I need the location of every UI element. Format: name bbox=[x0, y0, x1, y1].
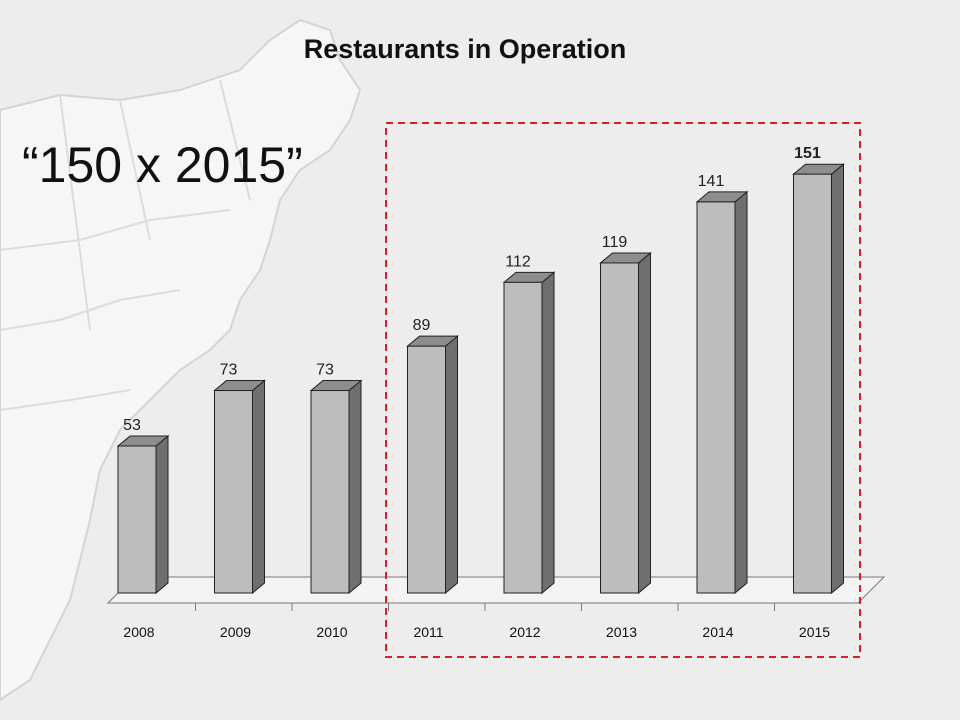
bar-2013 bbox=[599, 251, 652, 595]
data-label-2015: 151 bbox=[794, 145, 821, 162]
bar-side bbox=[541, 271, 555, 595]
bar-front bbox=[503, 281, 543, 594]
data-label-2014: 141 bbox=[698, 173, 725, 190]
bar-2012 bbox=[502, 271, 556, 595]
bar-front bbox=[214, 390, 253, 594]
chart-title: Restaurants in Operation bbox=[303, 34, 627, 64]
bars bbox=[116, 163, 845, 595]
bar-side bbox=[348, 379, 362, 595]
data-label-2008: 53 bbox=[123, 417, 141, 434]
data-label-2009: 73 bbox=[220, 362, 238, 379]
x-axis-ticks: 2008 2009 2010 2011 2012 2013 2014 2015 bbox=[123, 603, 830, 640]
x-tick-2014: 2014 bbox=[702, 624, 733, 640]
bar-front bbox=[696, 201, 736, 594]
bar-2010 bbox=[309, 379, 363, 595]
bar-side bbox=[831, 163, 844, 595]
x-tick-2012: 2012 bbox=[509, 624, 540, 640]
bar-2014 bbox=[695, 190, 749, 595]
data-label-2012: 112 bbox=[505, 253, 531, 270]
x-tick-2015: 2015 bbox=[799, 624, 830, 640]
bar-front bbox=[407, 345, 446, 594]
data-label-2010: 73 bbox=[316, 362, 334, 379]
bar-front bbox=[310, 390, 350, 594]
x-tick-2011: 2011 bbox=[413, 624, 443, 640]
bar-side bbox=[445, 335, 458, 595]
bar-2009 bbox=[213, 379, 266, 595]
bar-front bbox=[117, 445, 157, 594]
bar-front bbox=[793, 173, 832, 594]
bar-2008 bbox=[116, 434, 170, 595]
bar-front bbox=[600, 262, 639, 594]
bar-2011 bbox=[406, 335, 459, 595]
data-label-2013: 119 bbox=[602, 234, 628, 251]
x-tick-2009: 2009 bbox=[220, 624, 251, 640]
slogan-annotation: “150 x 2015” bbox=[22, 137, 303, 193]
bar-side bbox=[252, 379, 265, 595]
x-tick-2010: 2010 bbox=[316, 624, 347, 640]
bar-side bbox=[638, 251, 651, 595]
data-label-2011: 89 bbox=[413, 317, 431, 334]
bar-2015 bbox=[792, 163, 845, 595]
x-tick-2013: 2013 bbox=[606, 624, 637, 640]
data-labels: 53 73 73 89 112 119 141 151 bbox=[123, 145, 821, 434]
bar-side bbox=[155, 434, 169, 595]
bar-side bbox=[734, 190, 748, 595]
x-tick-2008: 2008 bbox=[123, 624, 154, 640]
